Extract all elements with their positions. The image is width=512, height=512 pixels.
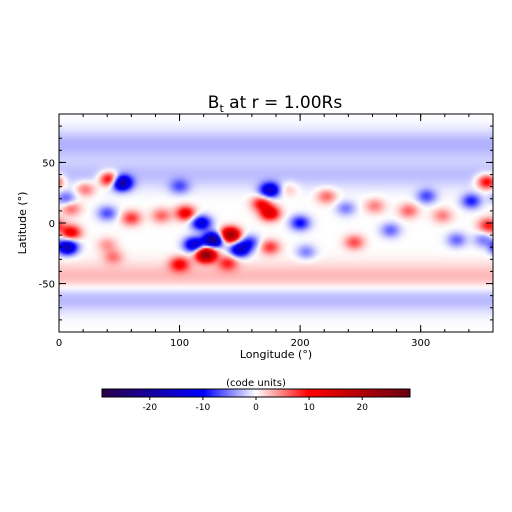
title-suffix: at r = 1.00Rs: [224, 93, 343, 113]
heatmap-image: [59, 114, 493, 332]
colorbar-ticks: -20 -10 0 10 20: [142, 397, 368, 413]
colorbar-tick-label: 0: [253, 403, 259, 413]
y-tick-label: -50: [39, 280, 55, 291]
colorbar-tick-label: -20: [142, 403, 157, 413]
heatmap-area: [59, 114, 493, 332]
x-tick-label: 100: [170, 338, 189, 349]
y-tick-label: 0: [49, 219, 55, 230]
x-axis-label: Longitude (°): [240, 348, 312, 361]
colorbar-tick-label: 10: [303, 403, 315, 413]
axes: 0 100 200 300 -50 0 50: [39, 113, 494, 349]
title-prefix: B: [208, 93, 220, 113]
colorbar-label: (code units): [226, 378, 286, 389]
x-tick-label: 200: [291, 338, 310, 349]
y-tick-label: 50: [42, 158, 55, 169]
colorbar-tick-label: -10: [196, 403, 211, 413]
colorbar-tick-label: 20: [356, 403, 368, 413]
chart-title: Bt at r = 1.00Rs: [208, 93, 343, 115]
title-subscript: t: [219, 102, 224, 115]
x-tick-label: 0: [56, 338, 62, 349]
x-tick-label: 300: [411, 338, 430, 349]
y-axis-label: Latitude (°): [16, 192, 29, 255]
colorbar: [101, 388, 411, 398]
